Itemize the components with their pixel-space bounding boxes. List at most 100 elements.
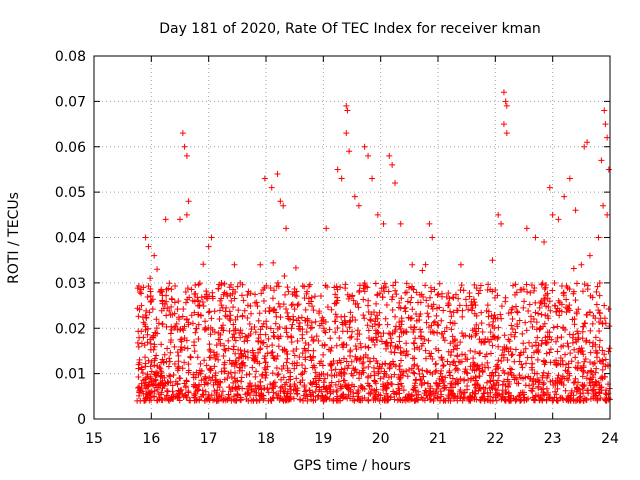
data-point [207,331,214,338]
data-point [522,345,529,352]
data-point [178,336,185,343]
data-point [421,397,428,404]
data-point [274,279,281,286]
data-point [216,384,223,391]
data-point [513,303,520,310]
data-point [501,343,508,350]
data-point [191,290,198,297]
data-point [211,363,218,370]
y-tick-label: 0.04 [55,231,86,247]
data-point [447,352,454,359]
data-point [270,380,277,387]
data-point [478,338,485,345]
data-point [559,357,566,364]
data-point [579,385,586,392]
data-point [392,363,399,370]
data-point [541,286,548,293]
data-point [416,346,423,353]
data-point [439,373,446,380]
data-point [355,202,362,209]
data-point [390,282,397,289]
data-point [425,337,432,344]
data-point [140,319,147,326]
data-point [317,292,324,299]
data-point [468,307,475,314]
data-point [500,351,507,358]
data-point [380,374,387,381]
data-point [597,395,604,402]
data-point [136,288,143,295]
data-point [333,342,340,349]
data-point [151,362,158,369]
data-point [540,380,547,387]
data-point [476,373,483,380]
data-point [307,325,314,332]
data-point [301,283,308,290]
data-point [295,301,302,308]
data-point [312,318,319,325]
data-point [445,300,452,307]
data-point [448,391,455,398]
data-point [556,376,563,383]
data-point [405,284,412,291]
data-point [438,317,445,324]
data-point [198,367,205,374]
data-point [534,370,541,377]
data-point [177,326,184,333]
data-point [488,312,495,319]
data-point [448,326,455,333]
data-point [203,379,210,386]
data-point [233,397,240,404]
data-point [372,280,379,287]
data-point [450,346,457,353]
data-point [446,393,453,400]
data-point [582,355,589,362]
data-point [411,340,418,347]
data-point [436,280,443,287]
data-point [140,284,147,291]
data-point [501,332,508,339]
data-point [413,317,420,324]
data-point [480,390,487,397]
data-point [168,303,175,310]
data-point [429,234,436,241]
data-point [230,346,237,353]
data-point [495,211,502,218]
data-point [560,324,567,331]
data-point [282,325,289,332]
data-point [567,392,574,399]
data-point [346,318,353,325]
data-point [512,396,519,403]
data-point [391,349,398,356]
y-axis-label: ROTI / TECUs [6,192,22,284]
data-point [362,343,369,350]
data-point [513,380,520,387]
data-point [467,347,474,354]
data-point [289,360,296,367]
x-axis-ticks: 15 16 17 18 19 20 21 22 23 24 [85,56,619,447]
data-point [396,319,403,326]
data-point [290,316,297,323]
data-point [452,393,459,400]
data-point [342,321,349,328]
data-point [143,307,150,314]
data-point [276,324,283,331]
data-point [527,289,534,296]
data-point [547,346,554,353]
data-point [604,211,611,218]
data-point [361,143,368,150]
data-point [544,339,551,346]
data-point [247,330,254,337]
data-point [195,311,202,318]
data-point [371,395,378,402]
data-point [580,351,587,358]
data-point [436,375,443,382]
data-point [356,369,363,376]
data-point [605,305,612,312]
data-point [554,348,561,355]
data-point [316,386,323,393]
data-point [244,354,251,361]
data-point [347,334,354,341]
data-point [206,308,213,315]
data-point [232,326,239,333]
